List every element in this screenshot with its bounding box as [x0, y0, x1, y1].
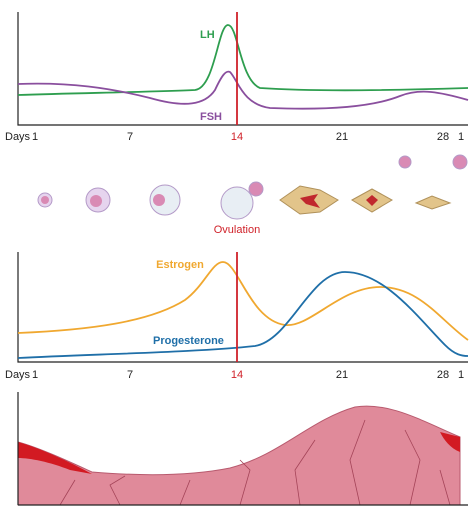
day-tick: 21	[336, 369, 348, 381]
day-tick: 1	[458, 131, 464, 143]
axis-label: Days	[5, 369, 31, 381]
axis-label: Days	[5, 131, 31, 143]
day-tick: 1	[458, 369, 464, 381]
day-tick: 7	[127, 131, 133, 143]
day-tick: 1	[32, 131, 38, 143]
axis-frame	[17, 12, 468, 126]
day-tick: 28	[437, 131, 449, 143]
day-tick: 14	[231, 131, 243, 143]
fsh-curve	[17, 70, 469, 110]
lh-label: LH	[200, 29, 215, 41]
day-tick: 14	[231, 369, 243, 381]
lh-curve	[17, 24, 469, 96]
day-tick: 1	[32, 369, 38, 381]
progesterone-label: Progesterone	[153, 335, 224, 347]
progesterone-curve	[17, 271, 469, 359]
follicles	[37, 154, 468, 220]
estrogen-label: Estrogen	[156, 259, 204, 271]
day-tick: 28	[437, 369, 449, 381]
day-tick: 21	[336, 131, 348, 143]
fsh-label: FSH	[200, 111, 222, 123]
day-tick: 7	[127, 369, 133, 381]
endometrium	[17, 392, 468, 506]
estrogen-curve	[17, 261, 469, 341]
axis-frame	[17, 252, 468, 363]
ovulation-label: Ovulation	[214, 224, 260, 236]
